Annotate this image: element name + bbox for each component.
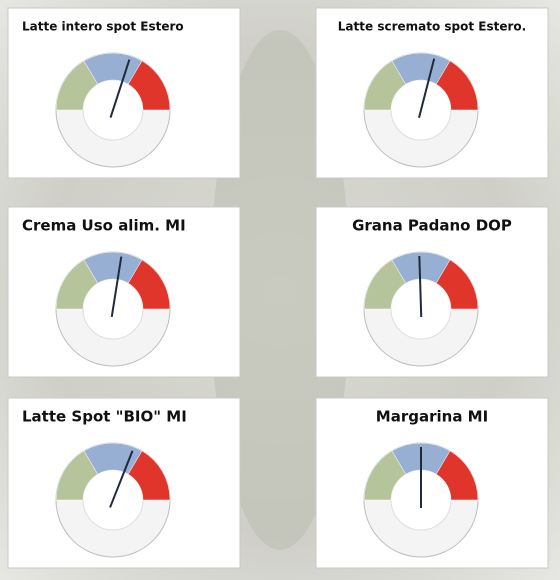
gauge-title: Latte intero spot Estero: [22, 20, 184, 34]
gauge-title: Latte scremato spot Estero.: [338, 20, 526, 34]
gauge-title: Latte Spot "BIO" MI: [22, 408, 187, 426]
gauge-title: Margarina MI: [376, 408, 488, 426]
gauge-title: Crema Uso alim. MI: [22, 217, 186, 235]
gauge-title: Grana Padano DOP: [352, 217, 512, 235]
dashboard: Latte intero spot Estero Latte scremato s…: [0, 0, 560, 580]
